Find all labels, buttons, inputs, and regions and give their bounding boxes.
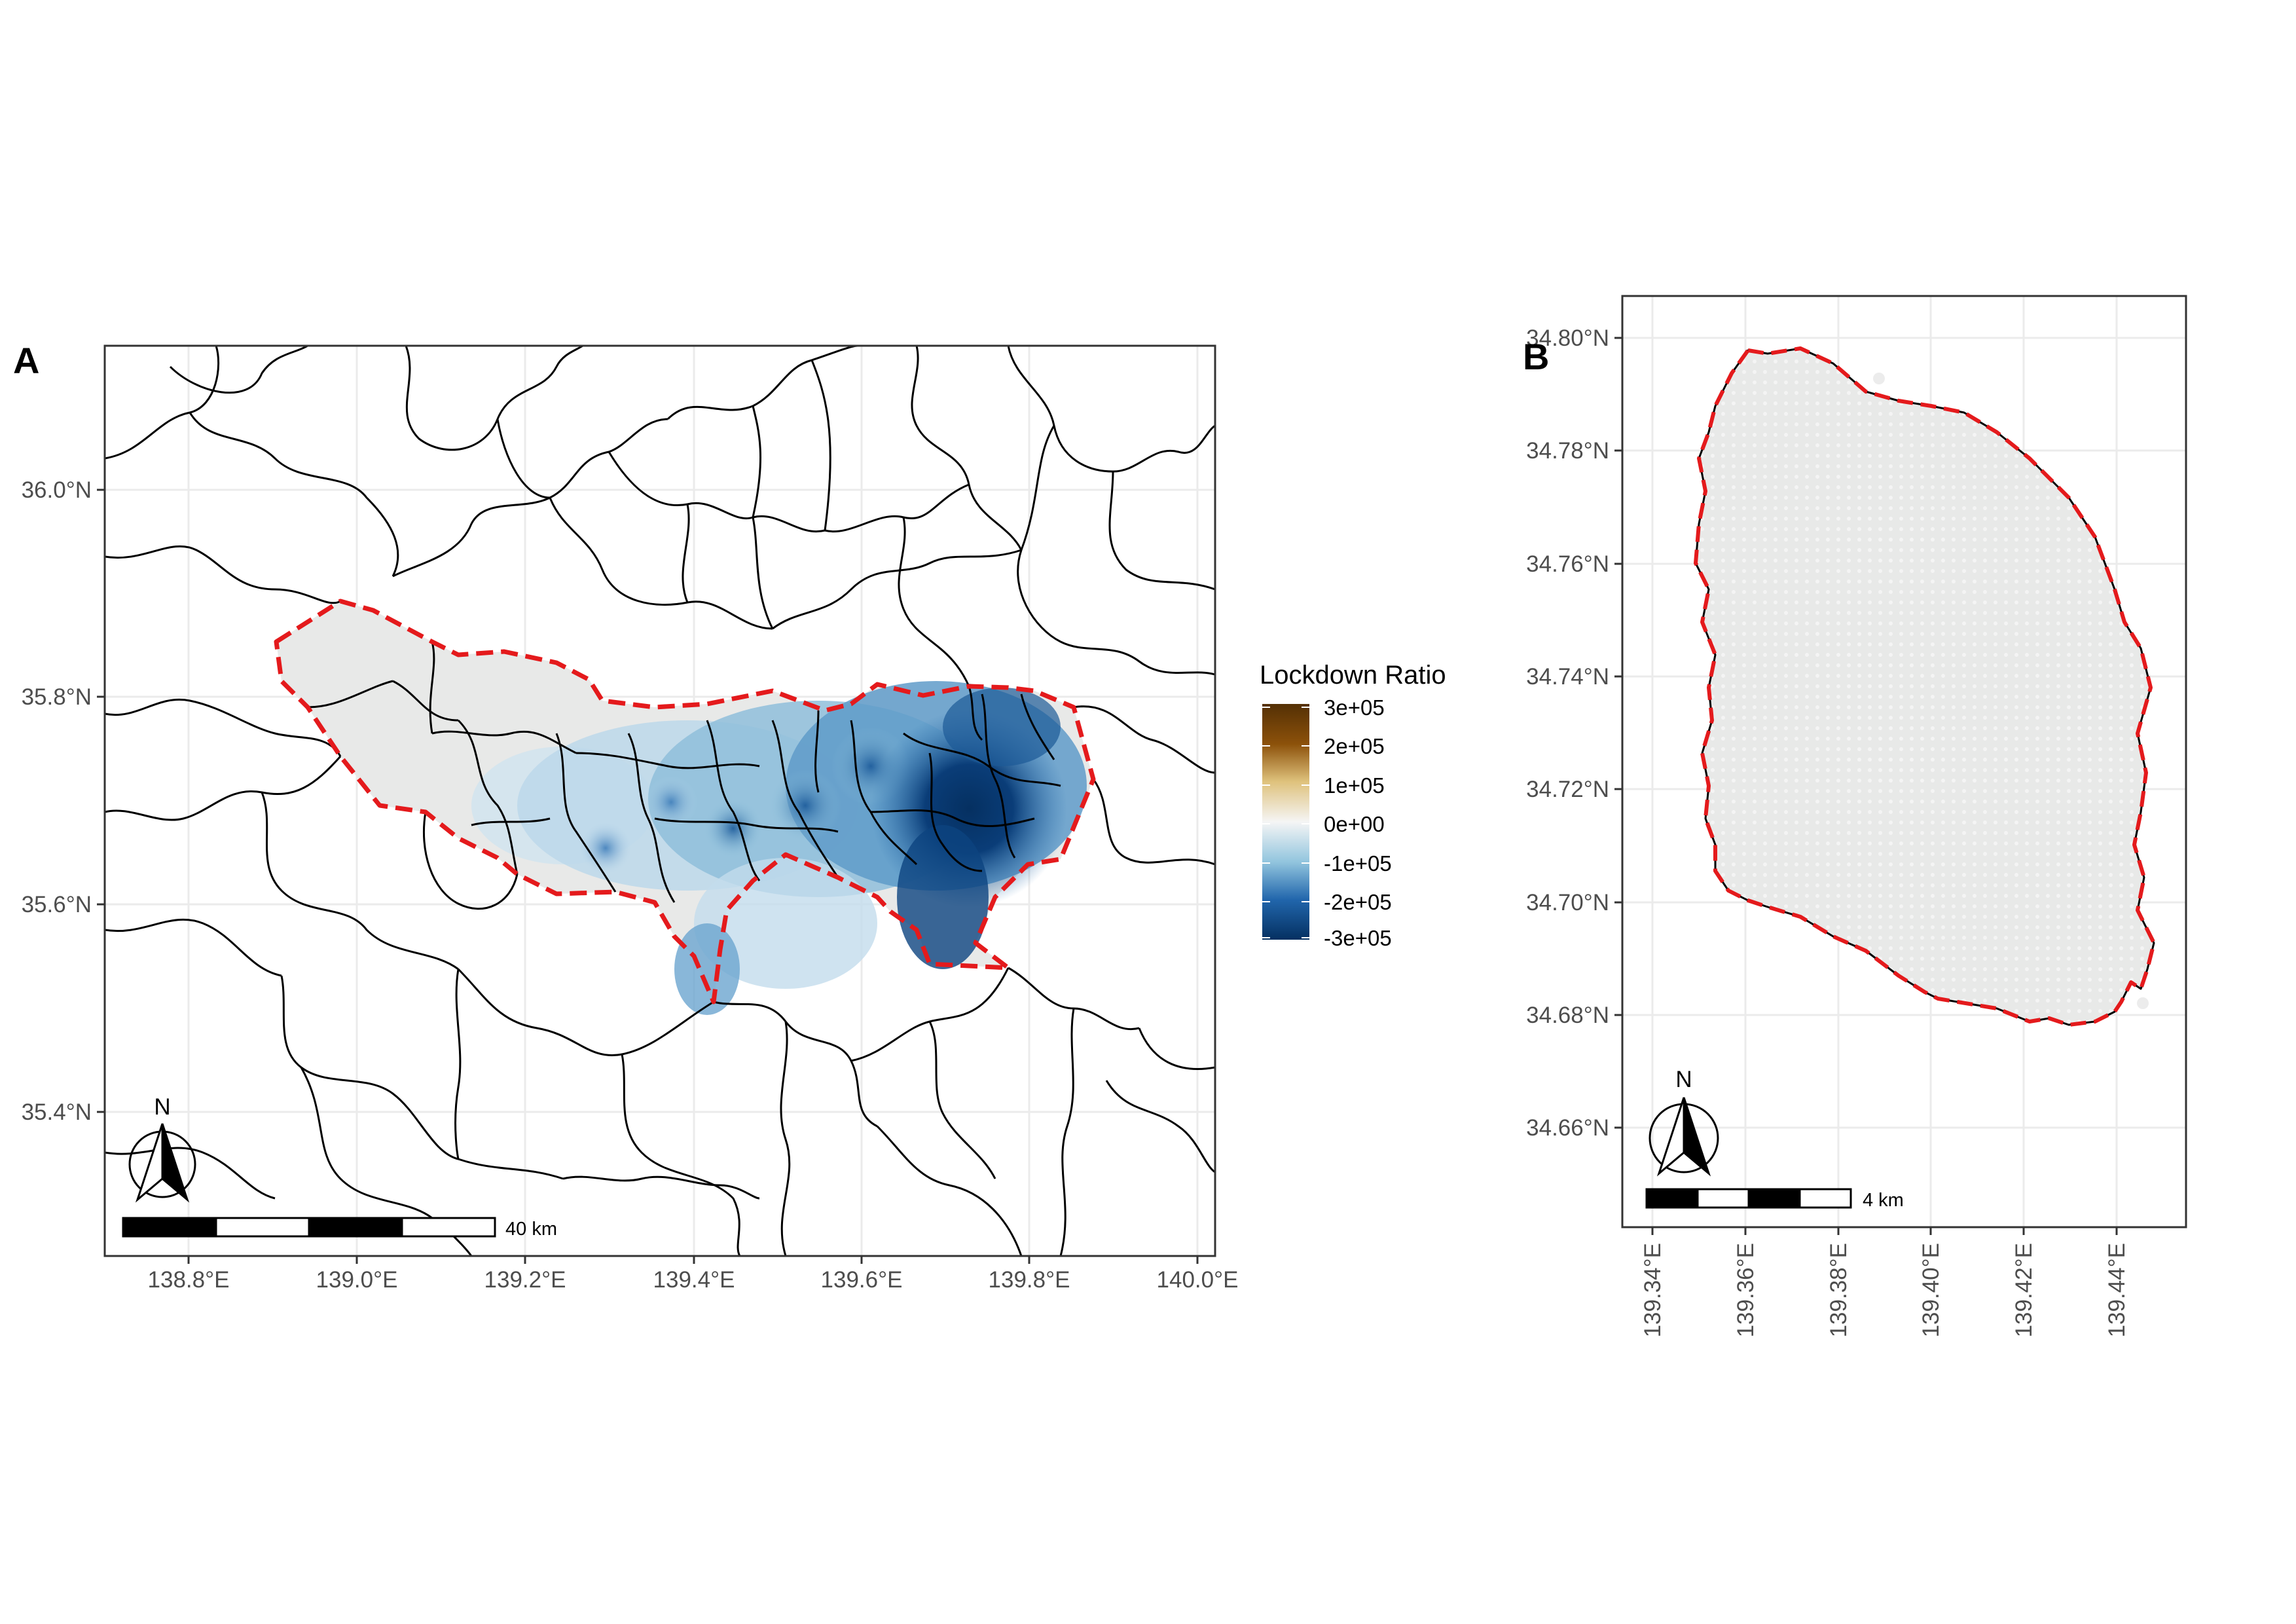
y-tick-label: 34.68°N [1526,1003,1609,1028]
study-area-boundary [274,599,1096,1005]
lockdown-heat-overlay [471,681,1087,1015]
north-label: N [1675,1067,1692,1092]
panel-b: 139.34°E 139.36°E 139.38°E 139.40°E 139.… [1523,295,2187,1337]
y-tick-label: 34.72°N [1526,777,1609,802]
y-tick-label: 35.6°N [22,892,92,917]
scale-bar: 40 km [122,1217,557,1240]
panel-a-x-tick-labels: 138.8°E 139.0°E 139.2°E 139.4°E 139.6°E … [148,1267,1239,1293]
legend-colorbar [1262,704,1309,940]
municipality-boundaries [105,346,1215,1256]
y-tick-label: 34.80°N [1526,325,1609,351]
legend-label: 3e+05 [1324,695,1385,720]
x-tick-label: 139.6°E [821,1267,903,1293]
island-outlier-point [2137,997,2149,1009]
y-tick-label: 34.76°N [1526,551,1609,577]
legend-label: 2e+05 [1324,734,1385,758]
legend-label: -1e+05 [1324,851,1392,876]
island-boundary-dashed [1694,346,2156,1027]
north-arrow: N [128,1094,196,1203]
panel-b-letter: B [1523,336,1549,377]
x-tick-label: 138.8°E [148,1267,230,1293]
legend-label: 0e+00 [1324,812,1385,836]
panel-b-y-tick-labels: 34.80°N 34.78°N 34.76°N 34.74°N 34.72°N … [1526,325,1609,1141]
panel-b-border [1621,295,2187,1228]
x-tick-label: 139.36°E [1733,1243,1758,1337]
island-point-grid [1696,348,2154,1025]
panel-b-axis-ticks [1614,337,2118,1235]
y-tick-label: 34.74°N [1526,664,1609,690]
x-tick-label: 139.0°E [316,1267,398,1293]
legend-label: -2e+05 [1324,890,1392,914]
legend-title: Lockdown Ratio [1260,661,1446,690]
panel-a: 138.8°E 139.0°E 139.2°E 139.4°E 139.6°E … [13,340,1238,1293]
panel-a-letter: A [13,340,39,381]
panel-a-axis-ticks [97,489,1199,1264]
color-legend: Lockdown Ratio 3e+05 2e+05 1e+05 0e+00 -… [1260,661,1446,950]
y-tick-label: 35.8°N [22,684,92,710]
x-tick-label: 139.38°E [1826,1243,1851,1337]
legend-label: 1e+05 [1324,773,1385,798]
x-tick-label: 140.0°E [1157,1267,1239,1293]
scale-bar: 4 km [1645,1188,1904,1211]
x-tick-label: 139.2°E [484,1267,566,1293]
north-arrow: N [1649,1067,1719,1177]
panel-a-y-tick-labels: 36.0°N 35.8°N 35.6°N 35.4°N [22,477,92,1125]
x-tick-label: 139.34°E [1640,1243,1666,1337]
scale-bar-label: 4 km [1863,1190,1904,1211]
island-outlier-point [1873,373,1885,384]
x-tick-label: 139.42°E [2011,1243,2037,1337]
y-tick-label: 34.66°N [1526,1115,1609,1141]
y-tick-label: 36.0°N [22,477,92,503]
north-label: N [154,1094,170,1120]
legend-label: -3e+05 [1324,926,1392,950]
panel-b-x-tick-labels: 139.34°E 139.36°E 139.38°E 139.40°E 139.… [1640,1243,2130,1337]
x-tick-label: 139.44°E [2104,1243,2130,1337]
x-tick-label: 139.4°E [653,1267,735,1293]
legend-ticks [1262,707,1309,938]
y-tick-label: 34.70°N [1526,890,1609,915]
x-tick-label: 139.40°E [1918,1243,1944,1337]
panel-a-border [103,344,1216,1257]
scale-bar-label: 40 km [505,1219,557,1240]
y-tick-label: 35.4°N [22,1099,92,1125]
x-tick-label: 139.8°E [989,1267,1070,1293]
y-tick-label: 34.78°N [1526,438,1609,464]
